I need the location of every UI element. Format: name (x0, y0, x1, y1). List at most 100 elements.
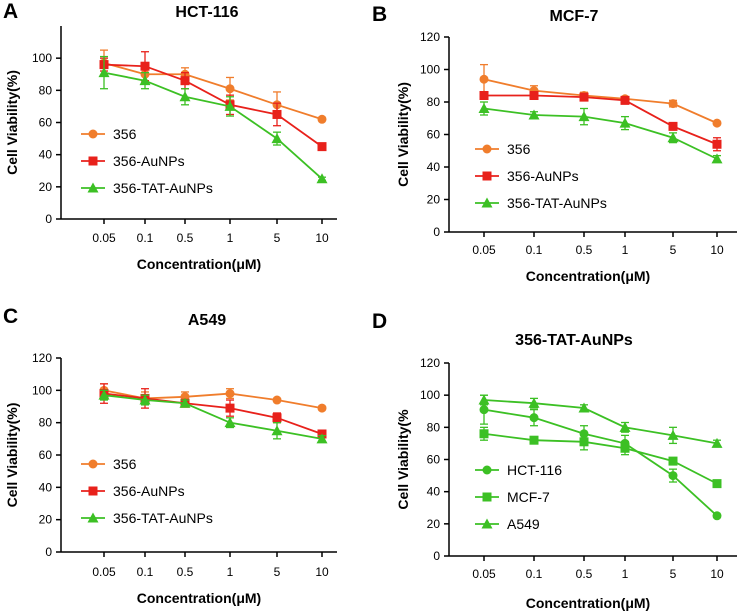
legend-marker (481, 197, 493, 208)
x-tick-label: 5 (274, 231, 281, 245)
y-tick-label: 60 (427, 453, 441, 467)
panel-letter: A (3, 0, 18, 23)
series-line (483, 107, 718, 160)
x-tick-label: 0.5 (576, 243, 593, 257)
x-tick-label: 10 (315, 565, 329, 579)
legend-label: 356-TAT-AuNPs (113, 180, 213, 196)
panel-B: B MCF-7 0 20 40 60 80 100 120 0.05 0.1 0.5 1 5 10 Cell … (372, 3, 737, 284)
data-point (712, 479, 722, 489)
data-point (711, 437, 723, 448)
data-point (180, 76, 190, 86)
data-point (478, 394, 490, 405)
panel-D: D 356-TAT-AuNPs 0 20 40 60 80 100 120 0.05 0.1 0.5 1… (372, 310, 737, 611)
y-axis-label: Cell Viability(%) (4, 403, 20, 508)
data-point (272, 109, 282, 119)
data-point (528, 109, 540, 120)
data-point (579, 437, 589, 447)
series-line (103, 71, 323, 180)
y-axis-label: Cell Viability(%) (395, 82, 411, 187)
panel-C: C A549 0 20 40 60 80 100 120 0.05 0.1 0.5 1 5 10 Cell V… (3, 305, 337, 606)
chart-title: HCT-116 (175, 4, 238, 21)
y-tick-label: 40 (427, 160, 441, 174)
series-line (103, 392, 323, 435)
data-point (668, 99, 678, 109)
data-point (667, 132, 679, 143)
legend-label: 356-TAT-AuNPs (507, 195, 607, 211)
y-tick-label: 80 (39, 83, 53, 97)
x-tick-label: 1 (227, 231, 234, 245)
data-point (479, 405, 489, 415)
legend-marker (482, 171, 492, 181)
y-tick-label: 60 (427, 128, 441, 142)
legend-label: MCF-7 (507, 489, 550, 505)
series-356-TAT-AuNPs (478, 101, 723, 164)
legend-label: 356-AuNPs (507, 168, 579, 184)
legend-marker (482, 144, 492, 154)
x-tick-label: 10 (315, 231, 329, 245)
data-point (225, 389, 235, 399)
x-tick-label: 5 (670, 243, 677, 257)
y-tick-label: 20 (427, 193, 441, 207)
legend-label: 356-AuNPs (113, 483, 185, 499)
y-tick-label: 120 (32, 351, 52, 365)
data-point (224, 100, 236, 111)
legend-marker (481, 518, 493, 529)
data-point (578, 111, 590, 122)
legend-label: 356-AuNPs (113, 153, 185, 169)
data-point (668, 121, 678, 131)
series-356-AuNPs (479, 91, 722, 152)
series-line (484, 94, 718, 146)
x-tick-label: 5 (274, 565, 281, 579)
legend-label: 356-TAT-AuNPs (113, 510, 213, 526)
x-tick-label: 0.1 (526, 243, 543, 257)
x-tick-label: 0.05 (92, 565, 116, 579)
panel-letter: B (372, 3, 387, 26)
legend-label: 356 (113, 456, 137, 472)
data-point (620, 443, 630, 453)
data-point (529, 91, 539, 100)
legend-marker (87, 512, 99, 523)
legend-label: 356 (507, 141, 531, 157)
x-tick-label: 0.5 (177, 565, 194, 579)
series-356 (99, 49, 327, 124)
series-356-TAT-AuNPs (98, 55, 328, 184)
series-line (103, 62, 323, 121)
y-tick-label: 40 (39, 480, 53, 494)
data-point (667, 429, 679, 440)
series-356-AuNPs (99, 383, 327, 439)
series-356-TAT-AuNPs (98, 389, 328, 444)
y-tick-label: 0 (45, 212, 52, 226)
y-tick-label: 60 (39, 448, 53, 462)
x-tick-label: 0.1 (137, 231, 154, 245)
x-tick-label: 0.05 (92, 231, 116, 245)
y-tick-label: 120 (420, 356, 440, 370)
data-point (619, 117, 631, 128)
series-line (103, 394, 323, 440)
y-tick-label: 0 (433, 225, 440, 239)
data-point (479, 429, 489, 439)
chart-title: A549 (188, 312, 226, 329)
y-axis-label: Cell Viability(% (395, 409, 411, 510)
x-axis-label: Concentration(μM) (526, 595, 650, 611)
data-point (619, 421, 631, 432)
x-axis-label: Concentration(μM) (526, 268, 650, 284)
legend-label: 356 (113, 126, 137, 142)
x-tick-label: 1 (227, 565, 234, 579)
data-point (712, 511, 722, 521)
y-tick-label: 40 (39, 148, 53, 162)
data-point (179, 91, 191, 102)
y-tick-label: 80 (39, 416, 53, 430)
data-point (139, 75, 151, 86)
x-tick-label: 1 (622, 567, 629, 581)
data-point (579, 92, 589, 102)
y-tick-label: 20 (39, 180, 53, 194)
data-point (528, 397, 540, 408)
y-tick-label: 20 (427, 517, 441, 531)
data-point (179, 397, 191, 408)
x-tick-label: 1 (622, 243, 629, 257)
legend-marker (88, 459, 98, 469)
x-tick-label: 5 (670, 567, 677, 581)
y-tick-label: 100 (32, 383, 52, 397)
y-tick-label: 40 (427, 485, 441, 499)
y-tick-label: 120 (420, 30, 440, 44)
